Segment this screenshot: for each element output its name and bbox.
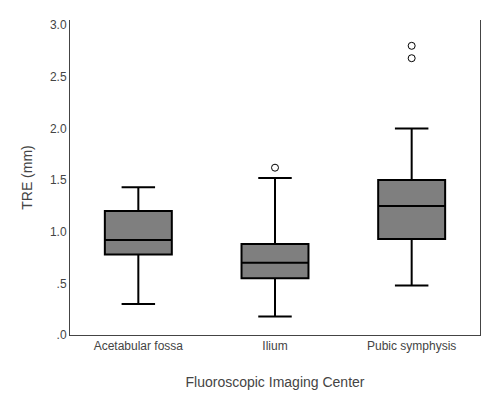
svg-text:3.0: 3.0 [50, 18, 67, 32]
svg-text:1.5: 1.5 [50, 173, 67, 187]
svg-text:TRE (mm): TRE (mm) [19, 145, 35, 210]
svg-text:2.5: 2.5 [50, 70, 67, 84]
svg-text:2.0: 2.0 [50, 122, 67, 136]
svg-text:Ilium: Ilium [262, 339, 287, 353]
svg-text:Fluoroscopic Imaging Center: Fluoroscopic Imaging Center [186, 374, 365, 390]
svg-text:.0: .0 [57, 328, 67, 342]
svg-text:Acetabular fossa: Acetabular fossa [94, 339, 184, 353]
svg-text:.5: .5 [57, 277, 67, 291]
svg-text:1.0: 1.0 [50, 225, 67, 239]
svg-text:Pubic symphysis: Pubic symphysis [367, 339, 456, 353]
